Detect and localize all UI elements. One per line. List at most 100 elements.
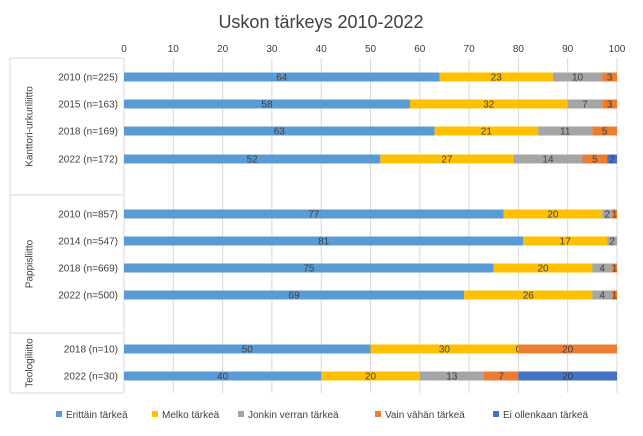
bar-segment [518, 371, 617, 381]
row-label: 2018 (n=10) [64, 345, 118, 356]
bar-segment [124, 209, 504, 219]
x-tick-label: 50 [365, 44, 377, 55]
bar-segment [523, 236, 608, 246]
bar-segment [503, 209, 603, 219]
data-label: 50 [242, 345, 254, 356]
bar-segment [464, 290, 593, 300]
group-label: Teologiliitto [25, 338, 36, 388]
legend-label: Ei ollenkaan tärkeä [503, 410, 588, 421]
data-label: 32 [483, 100, 495, 111]
bar-segment [419, 371, 484, 381]
data-label: 30 [439, 345, 451, 356]
legend-label: Melko tärkeä [162, 410, 220, 421]
data-label: 11 [560, 127, 571, 138]
bar-segment [612, 290, 617, 300]
bar-segment [582, 154, 608, 164]
x-tick-label: 60 [414, 44, 426, 55]
bar-segment [124, 99, 410, 109]
data-label: 1 [612, 291, 618, 302]
data-label: 4 [599, 291, 605, 302]
bar-segment [124, 154, 381, 164]
legend: Erittäin tärkeä Melko tärkeä Jonkin verran… [56, 410, 588, 421]
chart-title: Uskon tärkeys 2010-2022 [218, 12, 423, 32]
data-label: 23 [491, 73, 503, 84]
data-label: 17 [560, 237, 572, 248]
x-tick-label: 0 [121, 44, 127, 55]
x-tick-label: 20 [217, 44, 229, 55]
row-label: 2018 (n=169) [58, 127, 118, 138]
row-label: 2022 (n=30) [64, 372, 118, 383]
bar-segment [124, 72, 440, 82]
x-tick-label: 80 [513, 44, 525, 55]
data-label: 4 [599, 264, 605, 275]
data-label: 26 [523, 291, 535, 302]
bar-segment [538, 126, 593, 136]
group-brackets: Kanttori-urkuriliitto Pappisliitto Teologi… [9, 57, 125, 394]
bar-segment [602, 72, 617, 82]
bar-segment [607, 236, 617, 246]
row-label: 2015 (n=163) [58, 100, 118, 111]
bar-segment [409, 99, 568, 109]
data-label: 64 [276, 73, 288, 84]
data-label: 27 [441, 155, 453, 166]
bars: 64 23 10 358 32 7 363 21 11 552 27 14 5 277 20 2 181 17 27… [124, 72, 618, 383]
bar-segment [612, 263, 617, 273]
row-label: 2010 (n=225) [58, 73, 118, 84]
data-label: 7 [582, 100, 588, 111]
bar-segment [321, 371, 420, 381]
data-label: 81 [318, 237, 330, 248]
data-label: 14 [542, 155, 554, 166]
legend-swatch [56, 411, 62, 417]
bar-segment [602, 99, 617, 109]
x-tick-label: 30 [266, 44, 278, 55]
legend-swatch [375, 411, 381, 417]
data-label: 3 [607, 100, 613, 111]
bar-segment [124, 236, 524, 246]
data-label: 20 [537, 264, 549, 275]
data-label: 7 [498, 372, 504, 383]
group-label: Pappisliitto [25, 239, 36, 288]
x-tick-label: 90 [562, 44, 574, 55]
bar-segment [434, 126, 539, 136]
x-axis-ticks: 0 10 20 30 40 50 60 70 80 90 100 [121, 44, 626, 55]
data-label: 77 [308, 210, 320, 221]
bar-segment [124, 290, 465, 300]
data-label: 3 [607, 73, 613, 84]
data-label: 63 [274, 127, 286, 138]
bar-segment [124, 371, 322, 381]
legend-swatch [152, 411, 158, 417]
data-label: 58 [261, 100, 273, 111]
bar-segment [518, 344, 617, 354]
bar-segment [602, 209, 613, 219]
bar-segment [124, 344, 371, 354]
row-label: 2010 (n=857) [58, 210, 118, 221]
data-label: 13 [446, 372, 458, 383]
data-label: 20 [547, 210, 559, 221]
bar-segment [483, 371, 519, 381]
data-label: 40 [217, 372, 229, 383]
x-tick-label: 100 [609, 44, 626, 55]
data-label: 20 [562, 345, 574, 356]
data-label: 5 [602, 127, 608, 138]
data-label: 20 [365, 372, 377, 383]
bar-segment [567, 99, 603, 109]
legend-swatch [238, 411, 244, 417]
gridlines [123, 58, 618, 393]
bar-segment [607, 154, 617, 164]
bar-segment [439, 72, 553, 82]
bar-segment [124, 126, 435, 136]
data-label: 2 [604, 210, 610, 221]
bar-segment [592, 126, 617, 136]
data-label: 2 [609, 237, 615, 248]
row-label: 2022 (n=500) [58, 291, 118, 302]
legend-label: Erittäin tärkeä [66, 410, 128, 421]
bar-segment [592, 290, 613, 300]
row-label: 2022 (n=172) [58, 155, 118, 166]
bar-segment [380, 154, 514, 164]
data-label: 52 [247, 155, 259, 166]
row-label: 2014 (n=547) [58, 237, 118, 248]
data-label: 2 [609, 155, 615, 166]
bar-segment [612, 209, 617, 219]
data-label: 69 [289, 291, 301, 302]
